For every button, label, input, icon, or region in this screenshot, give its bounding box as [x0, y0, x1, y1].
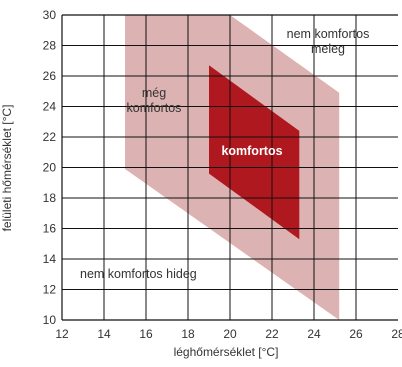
y-tick-label-14: 14 — [43, 252, 57, 266]
y-tick-label-24: 24 — [43, 100, 57, 114]
region-komfortos — [209, 65, 300, 240]
grid-layer — [61, 14, 398, 321]
x-tick-label-18: 18 — [181, 327, 195, 341]
label-komfortos: komfortos — [221, 144, 282, 158]
y-tick-label-16: 16 — [43, 222, 57, 236]
y-tick-label-10: 10 — [43, 313, 57, 327]
y-tick-label-22: 22 — [43, 130, 57, 144]
label-layer: még komfortos komfortos nem komfortos meleg n… — [80, 27, 369, 281]
y-tick-label-18: 18 — [43, 191, 57, 205]
x-tick-label-12: 12 — [55, 327, 69, 341]
y-tick-label-26: 26 — [43, 69, 57, 83]
y-tick-label-20: 20 — [43, 161, 57, 175]
x-tick-label-24: 24 — [307, 327, 321, 341]
y-axis-title: felületi hőmérséklet [°C] — [0, 105, 14, 232]
x-tick-label-20: 20 — [223, 327, 237, 341]
label-nem-komfortos-meleg: nem komfortos meleg — [287, 27, 370, 56]
x-tick-label-16: 16 — [139, 327, 153, 341]
x-tick-label-26: 26 — [349, 327, 363, 341]
y-tick-label-30: 30 — [43, 8, 57, 22]
x-axis-title: léghőmérséklet [°C] — [174, 345, 279, 359]
y-tick-label-28: 28 — [43, 39, 57, 53]
label-nem-komfortos-hideg: nem komfortos hideg — [80, 267, 197, 281]
label-meg-komfortos: még komfortos — [127, 86, 182, 115]
y-tick-label-12: 12 — [43, 283, 57, 297]
x-tick-label-22: 22 — [265, 327, 279, 341]
x-tick-label-14: 14 — [97, 327, 111, 341]
x-tick-label-28: 28 — [391, 327, 402, 341]
